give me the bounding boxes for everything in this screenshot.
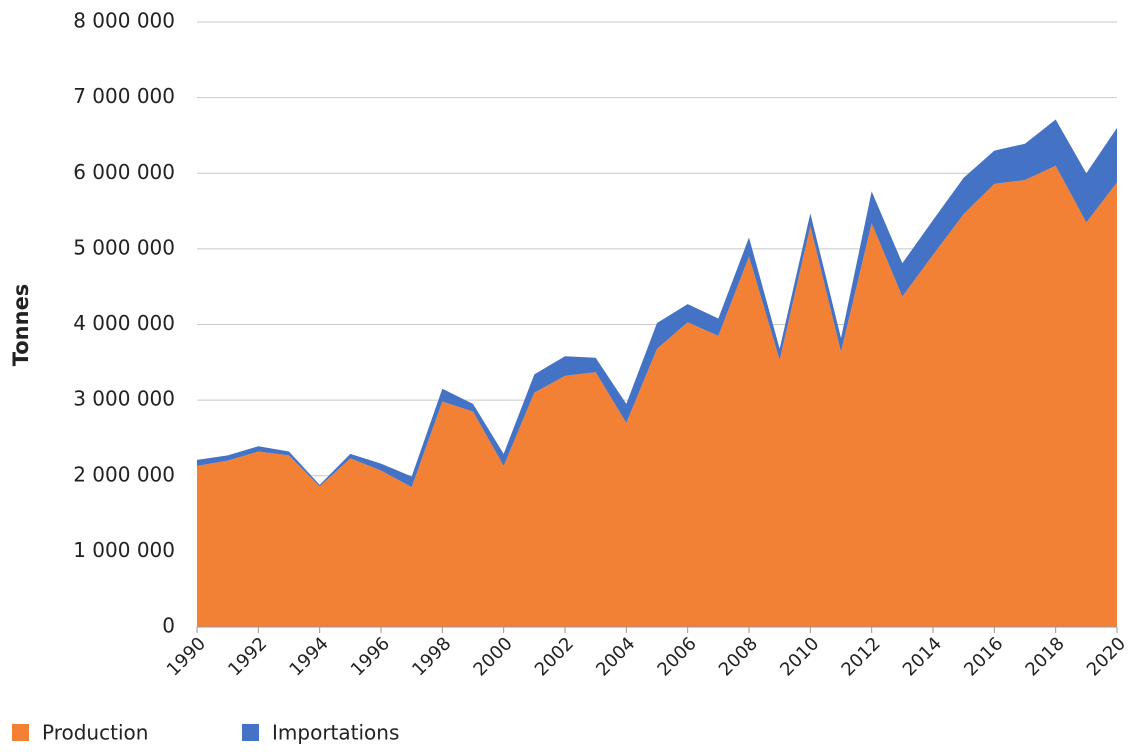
legend-swatch xyxy=(12,724,29,741)
y-tick-label: 8 000 000 xyxy=(73,9,175,33)
y-axis-label: Tonnes xyxy=(9,284,33,367)
x-tick-label: 2014 xyxy=(899,633,946,680)
x-tick-label: 2002 xyxy=(531,633,578,680)
y-tick-label: 2 000 000 xyxy=(73,462,175,486)
area xyxy=(197,165,1117,627)
x-tick-label: 1994 xyxy=(285,633,332,680)
legend-label: Importations xyxy=(272,721,399,745)
x-tick-label: 2012 xyxy=(837,633,884,680)
x-tick-label: 2006 xyxy=(653,633,700,680)
x-tick-label: 2010 xyxy=(776,633,823,680)
x-tick-label: 2018 xyxy=(1021,633,1068,680)
x-tick-label: 2000 xyxy=(469,633,516,680)
x-tick-label: 2004 xyxy=(592,633,639,680)
x-tick-label: 2008 xyxy=(715,633,762,680)
x-tick-label: 2016 xyxy=(960,633,1007,680)
y-tick-label: 5 000 000 xyxy=(73,235,175,259)
x-tick-label: 1996 xyxy=(347,633,394,680)
y-tick-label: 1 000 000 xyxy=(73,538,175,562)
x-tick-label: 1990 xyxy=(163,633,210,680)
y-tick-label: 0 xyxy=(162,614,175,638)
y-tick-label: 7 000 000 xyxy=(73,84,175,108)
x-tick-label: 1998 xyxy=(408,633,455,680)
y-tick-label: 4 000 000 xyxy=(73,311,175,335)
area xyxy=(197,119,1117,488)
legend-label: Production xyxy=(42,721,148,745)
x-tick-label: 1992 xyxy=(224,633,271,680)
legend-swatch xyxy=(242,724,259,741)
x-tick-label: 2020 xyxy=(1083,633,1128,680)
y-tick-label: 3 000 000 xyxy=(73,387,175,411)
y-tick-label: 6 000 000 xyxy=(73,160,175,184)
